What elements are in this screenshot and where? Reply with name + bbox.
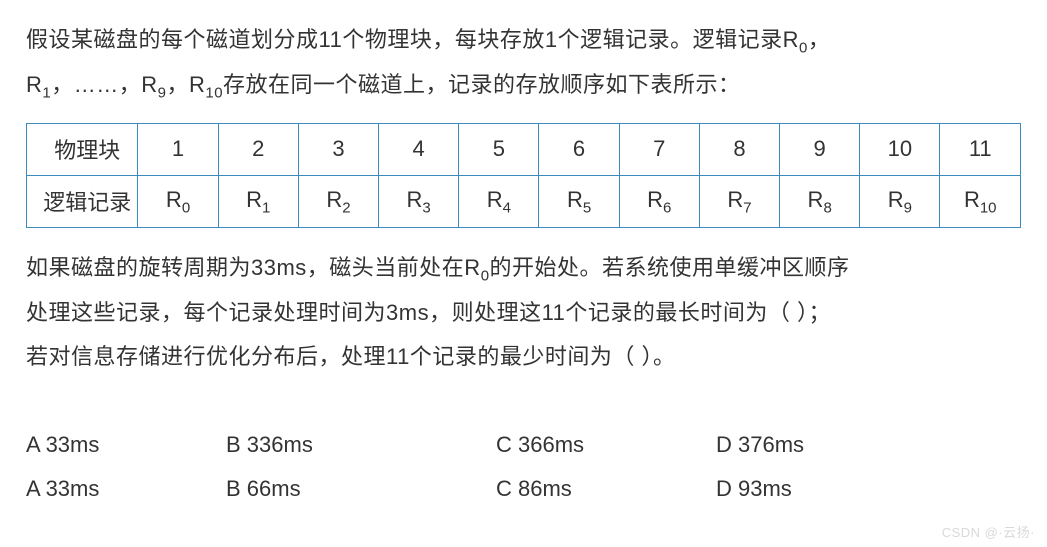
question-line-4: 处理这些记录，每个记录处理时间为3ms，则处理这11个记录的最长时间为（ ）； [26, 291, 1021, 335]
rec-sub: 0 [182, 199, 190, 216]
rec-prefix: R [964, 187, 980, 212]
q1-sub0: 0 [799, 39, 808, 56]
option-2c: C 86ms [496, 467, 716, 511]
q2-text-c: ，R [166, 72, 205, 97]
block-cell: 1 [138, 123, 218, 175]
option-2d: D 93ms [716, 467, 896, 511]
q2-sub1: 1 [42, 85, 51, 102]
rec-sub: 4 [503, 199, 511, 216]
record-cell: R9 [860, 175, 940, 227]
block-cell: 2 [218, 123, 298, 175]
record-cell: R10 [940, 175, 1021, 227]
rec-sub: 9 [904, 199, 912, 216]
option-1a: A 33ms [26, 423, 226, 467]
options-row-1: A 33ms B 336ms C 366ms D 376ms [26, 423, 1021, 467]
record-cell: R7 [699, 175, 779, 227]
block-cell: 9 [780, 123, 860, 175]
q1-text-a: 假设某磁盘的每个磁道划分成11个物理块，每块存放1个逻辑记录。逻辑记录R [26, 27, 799, 52]
q2-sub10: 10 [205, 85, 223, 102]
rec-prefix: R [326, 187, 342, 212]
record-cell: R1 [218, 175, 298, 227]
table-row-records: 逻辑记录 R0 R1 R2 R3 R4 R5 R6 R7 R8 R9 R10 [27, 175, 1021, 227]
q1-text-b: ， [808, 27, 831, 52]
rec-prefix: R [727, 187, 743, 212]
rec-prefix: R [808, 187, 824, 212]
rec-prefix: R [647, 187, 663, 212]
block-cell: 4 [379, 123, 459, 175]
rec-prefix: R [246, 187, 262, 212]
record-cell: R0 [138, 175, 218, 227]
block-cell: 11 [940, 123, 1021, 175]
record-cell: R5 [539, 175, 619, 227]
rec-sub: 2 [342, 199, 350, 216]
rec-sub: 8 [823, 199, 831, 216]
row1-head: 物理块 [27, 123, 138, 175]
option-1d: D 376ms [716, 423, 896, 467]
options-block: A 33ms B 336ms C 366ms D 376ms A 33ms B … [26, 423, 1021, 511]
rec-sub: 10 [980, 199, 997, 216]
rec-sub: 7 [743, 199, 751, 216]
block-cell: 6 [539, 123, 619, 175]
q3-text-b: 的开始处。若系统使用单缓冲区顺序 [490, 255, 850, 280]
rec-prefix: R [407, 187, 423, 212]
option-1c: C 366ms [496, 423, 716, 467]
q2-text-b: ，……，R [51, 72, 157, 97]
q2-text-d: 存放在同一个磁道上，记录的存放顺序如下表所示： [223, 72, 741, 97]
block-cell: 10 [860, 123, 940, 175]
question-line-1: 假设某磁盘的每个磁道划分成11个物理块，每块存放1个逻辑记录。逻辑记录R0， [26, 18, 1021, 63]
record-cell: R4 [459, 175, 539, 227]
question-line-5: 若对信息存储进行优化分布后，处理11个记录的最少时间为（ ）。 [26, 335, 1021, 379]
options-row-2: A 33ms B 66ms C 86ms D 93ms [26, 467, 1021, 511]
rec-prefix: R [888, 187, 904, 212]
option-1b: B 336ms [226, 423, 496, 467]
record-cell: R6 [619, 175, 699, 227]
option-2b: B 66ms [226, 467, 496, 511]
q2-text-a: R [26, 72, 42, 97]
record-cell: R8 [780, 175, 860, 227]
q3-sub0: 0 [481, 267, 490, 284]
option-2a: A 33ms [26, 467, 226, 511]
record-cell: R3 [379, 175, 459, 227]
rec-prefix: R [166, 187, 182, 212]
rec-prefix: R [567, 187, 583, 212]
record-table: 物理块 1 2 3 4 5 6 7 8 9 10 11 逻辑记录 R0 R1 R… [26, 123, 1021, 228]
table-row-blocks: 物理块 1 2 3 4 5 6 7 8 9 10 11 [27, 123, 1021, 175]
question-line-3: 如果磁盘的旋转周期为33ms，磁头当前处在R0的开始处。若系统使用单缓冲区顺序 [26, 246, 1021, 291]
record-cell: R2 [298, 175, 378, 227]
block-cell: 5 [459, 123, 539, 175]
block-cell: 3 [298, 123, 378, 175]
block-cell: 8 [699, 123, 779, 175]
row2-head: 逻辑记录 [27, 175, 138, 227]
rec-sub: 3 [422, 199, 430, 216]
block-cell: 7 [619, 123, 699, 175]
rec-sub: 1 [262, 199, 270, 216]
question-line-2: R1，……，R9，R10存放在同一个磁道上，记录的存放顺序如下表所示： [26, 63, 1021, 108]
q3-text-a: 如果磁盘的旋转周期为33ms，磁头当前处在R [26, 255, 481, 280]
rec-prefix: R [487, 187, 503, 212]
rec-sub: 6 [663, 199, 671, 216]
watermark-text: CSDN @·云扬· [942, 522, 1035, 541]
rec-sub: 5 [583, 199, 591, 216]
